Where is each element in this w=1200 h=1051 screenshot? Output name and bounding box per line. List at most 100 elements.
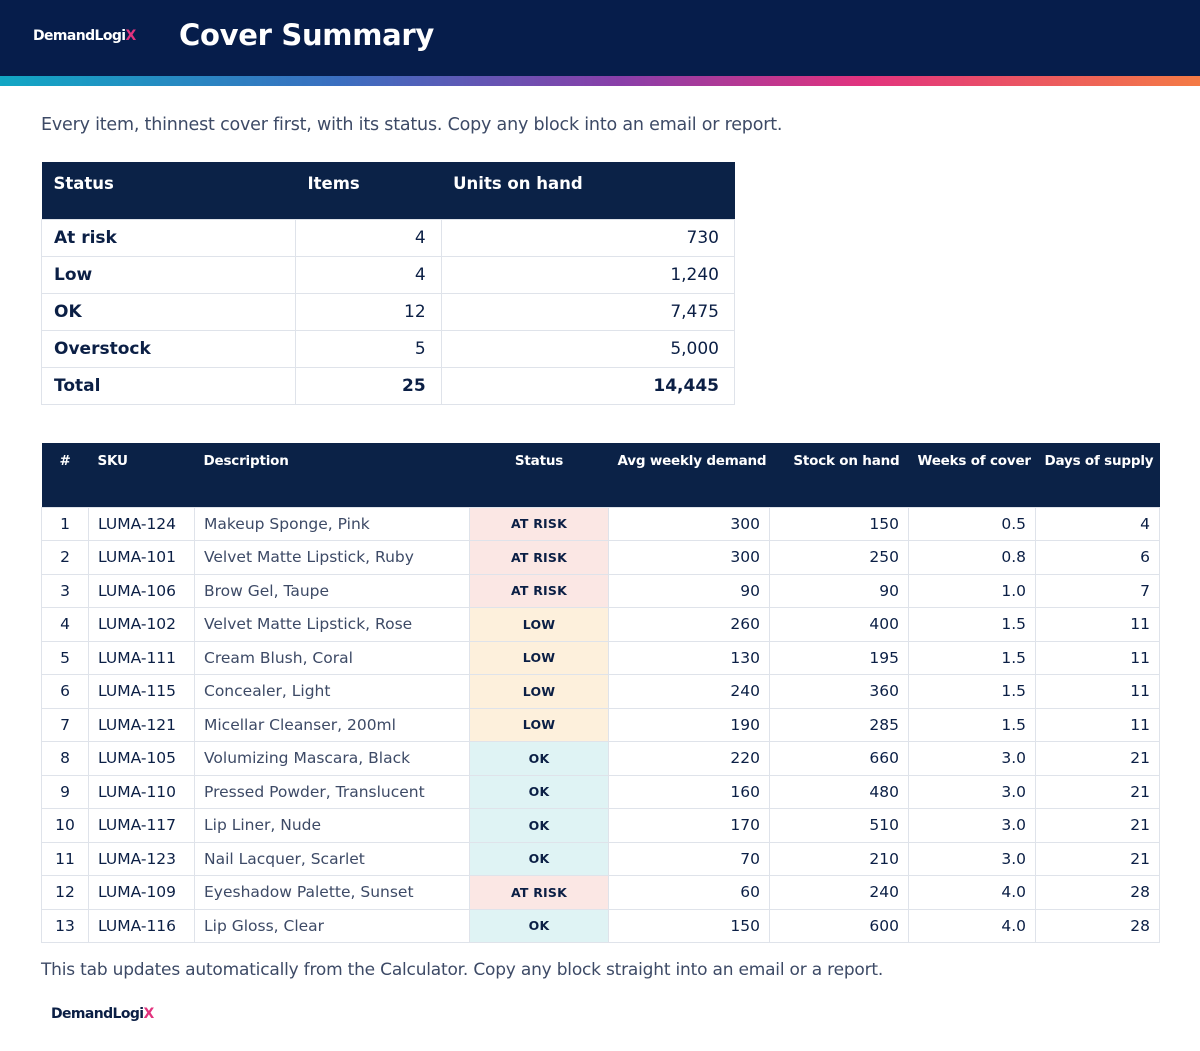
logo-x-mark: X (125, 28, 137, 44)
status-badge: LOW (469, 607, 609, 642)
row-number: 5 (41, 640, 89, 675)
sku-cell: LUMA-109 (88, 875, 195, 910)
weeks-of-cover-cell: 1.5 (908, 707, 1036, 742)
avg-weekly-demand-cell: 150 (608, 908, 770, 943)
table-row: 7 LUMA-121 Micellar Cleanser, 200ml LOW 190 2… (41, 707, 1160, 742)
table-row: 11 LUMA-123 Nail Lacquer, Scarlet OK 70 210 3.… (41, 841, 1160, 876)
footnote-text: This tab updates automatically from the … (41, 960, 884, 980)
days-of-supply-cell: 11 (1035, 674, 1160, 709)
weeks-of-cover-cell: 4.0 (908, 908, 1036, 943)
sku-cell: LUMA-102 (88, 607, 195, 642)
days-of-supply-cell: 28 (1035, 908, 1160, 943)
summary-units-on-hand: 7,475 (440, 292, 736, 331)
weeks-of-cover-cell: 1.5 (908, 607, 1036, 642)
status-badge: LOW (469, 640, 609, 675)
header-gradient-stripe (0, 76, 1200, 86)
row-number: 3 (41, 573, 89, 608)
weeks-of-cover-cell: 1.5 (908, 640, 1036, 675)
summary-row: Low 4 1,240 (41, 255, 736, 294)
status-badge: OK (469, 741, 609, 776)
summary-status-label: Low (41, 255, 296, 294)
weeks-of-cover-cell: 3.0 (908, 808, 1036, 843)
status-badge: OK (469, 841, 609, 876)
page-title: Cover Summary (179, 18, 435, 52)
stock-on-hand-cell: 195 (769, 640, 909, 675)
row-number: 10 (41, 808, 89, 843)
stock-on-hand-cell: 400 (769, 607, 909, 642)
description-cell: Nail Lacquer, Scarlet (194, 841, 470, 876)
stock-on-hand-cell: 150 (769, 506, 909, 541)
days-of-supply-cell: 21 (1035, 808, 1160, 843)
detail-header-description: Description (194, 443, 470, 507)
weeks-of-cover-cell: 3.0 (908, 774, 1036, 809)
summary-units-on-hand: 5,000 (440, 329, 736, 368)
avg-weekly-demand-cell: 300 (608, 506, 770, 541)
row-number: 6 (41, 674, 89, 709)
weeks-of-cover-cell: 3.0 (908, 841, 1036, 876)
table-row: 8 LUMA-105 Volumizing Mascara, Black OK 220 6… (41, 741, 1160, 776)
cover-detail-table: # SKU Description Status Avg weekly dema… (41, 443, 1160, 943)
avg-weekly-demand-cell: 300 (608, 540, 770, 575)
table-row: 2 LUMA-101 Velvet Matte Lipstick, Ruby AT R… (41, 540, 1160, 575)
stock-on-hand-cell: 360 (769, 674, 909, 709)
stock-on-hand-cell: 90 (769, 573, 909, 608)
logo-text: DemandLogi (33, 28, 126, 44)
detail-header-stock-on-hand: Stock on hand (769, 443, 909, 507)
avg-weekly-demand-cell: 170 (608, 808, 770, 843)
table-row: 6 LUMA-115 Concealer, Light LOW 240 360 1.5 11 (41, 674, 1160, 709)
stock-on-hand-cell: 660 (769, 741, 909, 776)
description-cell: Makeup Sponge, Pink (194, 506, 470, 541)
detail-header-status: Status (469, 443, 609, 507)
description-cell: Lip Liner, Nude (194, 808, 470, 843)
footer-logo-x-mark: X (143, 1006, 155, 1022)
stock-on-hand-cell: 250 (769, 540, 909, 575)
table-row: 3 LUMA-106 Brow Gel, Taupe AT RISK 90 90 1.0 7 (41, 573, 1160, 608)
status-badge: LOW (469, 674, 609, 709)
description-cell: Cream Blush, Coral (194, 640, 470, 675)
summary-item-count: 4 (295, 218, 442, 257)
detail-header-row: # SKU Description Status Avg weekly dema… (41, 443, 1160, 507)
avg-weekly-demand-cell: 130 (608, 640, 770, 675)
intro-text: Every item, thinnest cover first, with i… (41, 115, 783, 135)
table-row: 9 LUMA-110 Pressed Powder, Translucent OK 16… (41, 774, 1160, 809)
weeks-of-cover-cell: 3.0 (908, 741, 1036, 776)
summary-item-count: 25 (295, 366, 442, 405)
description-cell: Velvet Matte Lipstick, Ruby (194, 540, 470, 575)
description-cell: Pressed Powder, Translucent (194, 774, 470, 809)
sku-cell: LUMA-111 (88, 640, 195, 675)
detail-header-sku: SKU (88, 443, 195, 507)
description-cell: Velvet Matte Lipstick, Rose (194, 607, 470, 642)
description-cell: Volumizing Mascara, Black (194, 741, 470, 776)
row-number: 4 (41, 607, 89, 642)
row-number: 9 (41, 774, 89, 809)
summary-header-status: Status (41, 162, 296, 219)
days-of-supply-cell: 6 (1035, 540, 1160, 575)
sku-cell: LUMA-105 (88, 741, 195, 776)
summary-item-count: 5 (295, 329, 442, 368)
sku-cell: LUMA-115 (88, 674, 195, 709)
status-badge: AT RISK (469, 540, 609, 575)
stock-on-hand-cell: 510 (769, 808, 909, 843)
summary-item-count: 12 (295, 292, 442, 331)
stock-on-hand-cell: 600 (769, 908, 909, 943)
avg-weekly-demand-cell: 70 (608, 841, 770, 876)
summary-row: At risk 4 730 (41, 218, 736, 257)
days-of-supply-cell: 28 (1035, 875, 1160, 910)
avg-weekly-demand-cell: 260 (608, 607, 770, 642)
stock-on-hand-cell: 210 (769, 841, 909, 876)
sku-cell: LUMA-106 (88, 573, 195, 608)
row-number: 8 (41, 741, 89, 776)
sku-cell: LUMA-117 (88, 808, 195, 843)
weeks-of-cover-cell: 1.5 (908, 674, 1036, 709)
footer-brand-logo: DemandLogiX (51, 1006, 154, 1022)
table-row: 13 LUMA-116 Lip Gloss, Clear OK 150 600 4.0 28 (41, 908, 1160, 943)
summary-units-on-hand: 730 (440, 218, 736, 257)
days-of-supply-cell: 11 (1035, 640, 1160, 675)
sku-cell: LUMA-121 (88, 707, 195, 742)
table-row: 1 LUMA-124 Makeup Sponge, Pink AT RISK 300 15… (41, 506, 1160, 541)
summary-row: Total 25 14,445 (41, 366, 736, 405)
stock-on-hand-cell: 285 (769, 707, 909, 742)
summary-status-label: Total (41, 366, 296, 405)
status-badge: AT RISK (469, 875, 609, 910)
table-row: 4 LUMA-102 Velvet Matte Lipstick, Rose LOW 2… (41, 607, 1160, 642)
